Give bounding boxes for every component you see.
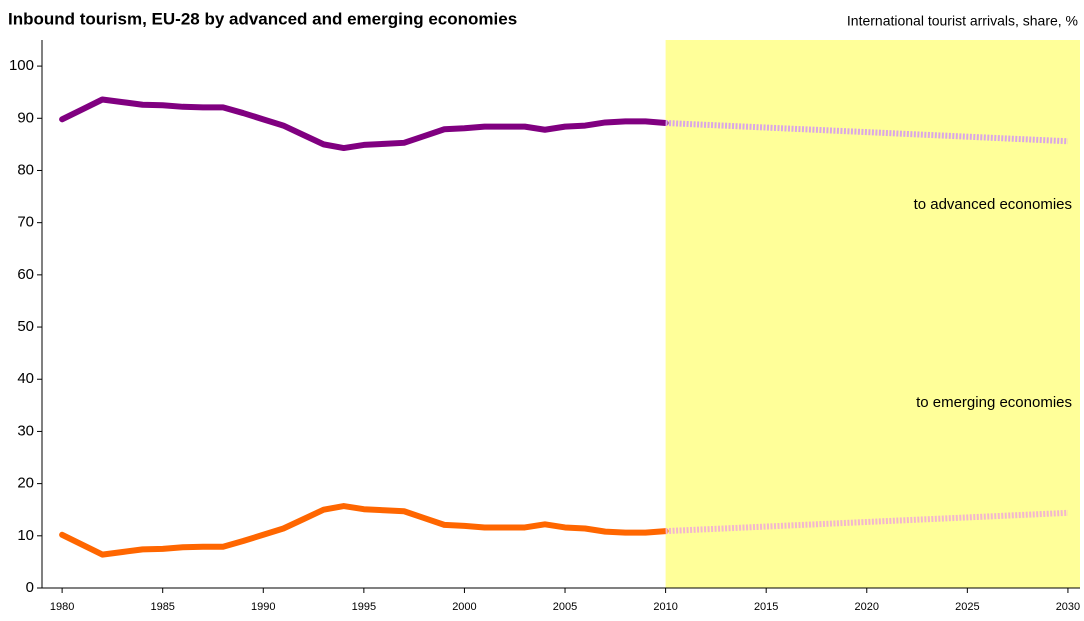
y-tick-label: 10 <box>17 527 34 544</box>
series-label: to advanced economies <box>914 196 1072 213</box>
x-tick-label: 1985 <box>150 601 174 613</box>
y-tick-label: 90 <box>17 109 34 126</box>
forecast-line <box>665 509 1069 535</box>
x-tick-label: 2005 <box>553 601 577 613</box>
y-tick-label: 80 <box>17 161 34 178</box>
chart-subtitle: International tourist arrivals, share, % <box>847 13 1078 29</box>
y-tick-label: 100 <box>9 57 34 74</box>
x-tick-label: 2000 <box>452 601 476 613</box>
chart-title: Inbound tourism, EU-28 by advanced and e… <box>8 9 517 28</box>
x-tick-label: 2020 <box>855 601 879 613</box>
series-label: to emerging economies <box>916 394 1072 411</box>
x-tick-label: 1995 <box>352 601 376 613</box>
y-tick-label: 60 <box>17 266 34 283</box>
x-tick-label: 2030 <box>1056 601 1080 613</box>
series-line <box>59 96 669 152</box>
forecast-line <box>665 119 1069 145</box>
y-tick-label: 20 <box>17 475 34 492</box>
x-tick-label: 2025 <box>955 601 979 613</box>
y-tick-label: 40 <box>17 370 34 387</box>
y-tick-label: 30 <box>17 422 34 439</box>
x-tick-label: 2010 <box>653 601 677 613</box>
x-tick-label: 2015 <box>754 601 778 613</box>
forecast-region <box>665 40 1080 588</box>
y-tick-label: 70 <box>17 214 34 231</box>
y-tick-label: 0 <box>26 579 34 596</box>
y-tick-label: 50 <box>17 318 34 335</box>
x-tick-label: 1980 <box>50 601 74 613</box>
series-line <box>59 503 669 558</box>
x-tick-label: 1990 <box>251 601 275 613</box>
